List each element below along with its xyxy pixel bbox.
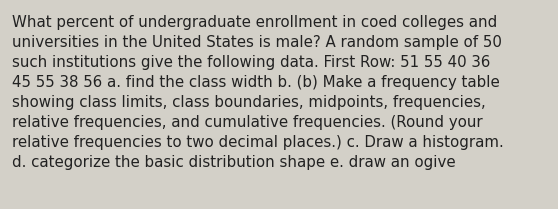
Text: What percent of undergraduate enrollment in coed colleges and
universities in th: What percent of undergraduate enrollment… bbox=[12, 15, 504, 170]
